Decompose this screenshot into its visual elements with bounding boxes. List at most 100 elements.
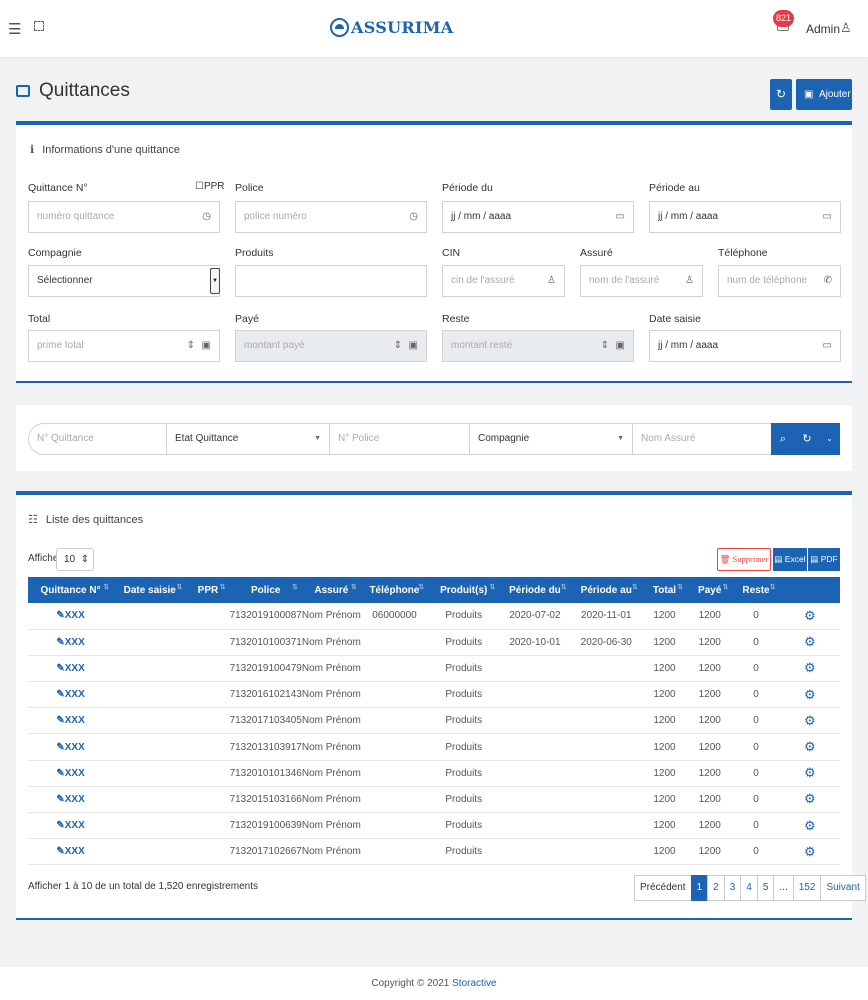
last-page-button[interactable]: 152 — [792, 875, 822, 901]
column-header[interactable]: Produit(s) ⇅ — [428, 577, 500, 603]
page-button[interactable]: 2 — [707, 875, 725, 901]
gear-icon[interactable]: ⚙ — [779, 707, 840, 735]
pdf-button[interactable]: ▤ PDF — [808, 548, 840, 571]
search-button[interactable]: ⌕ — [771, 423, 795, 455]
table-cell: 2020-06-30 — [570, 629, 642, 656]
page-button[interactable]: 3 — [723, 875, 742, 901]
ppr-checkbox[interactable]: ☐PPR — [195, 181, 225, 192]
quittance-link[interactable]: ✎XXX — [28, 655, 114, 683]
table-cell — [186, 760, 230, 787]
total-input[interactable]: prime total ⇕ ▣ — [28, 330, 220, 362]
column-header[interactable]: Date saisie ⇅ — [113, 577, 187, 603]
gear-icon[interactable]: ⚙ — [779, 655, 840, 683]
gear-icon[interactable]: ⚙ — [779, 733, 840, 761]
add-label: Ajouter — [819, 89, 851, 100]
next-page-button[interactable]: Suivant — [820, 875, 866, 901]
paye-input[interactable]: montant payé ⇕ ▣ — [235, 330, 427, 362]
periode-au-input[interactable]: jj / mm / aaaa ▭ — [649, 201, 841, 233]
page-length-select[interactable]: 10 ⇕ — [56, 548, 94, 571]
gear-icon[interactable]: ⚙ — [779, 681, 840, 709]
fullscreen-icon[interactable] — [34, 21, 44, 31]
table-cell — [499, 838, 571, 866]
police-input[interactable]: police numéro ◷ — [235, 201, 427, 233]
table-row: ✎XXX 7132019100639 Nom Prénom Produits 1200 1… — [28, 812, 840, 840]
quittance-link[interactable]: ✎XXX — [28, 733, 114, 761]
column-header[interactable]: Quittance N° ⇅ — [28, 577, 114, 603]
gear-icon[interactable]: ⚙ — [779, 786, 840, 814]
top-bar: ☰ ASSURIMA 821 Admin ♙ — [0, 0, 868, 57]
add-button[interactable]: ▣ Ajouter — [796, 79, 852, 110]
calendar-icon[interactable]: ▭ — [822, 340, 832, 351]
column-header[interactable]: Total ⇅ — [641, 577, 688, 603]
page-button[interactable]: 4 — [740, 875, 758, 901]
gear-icon[interactable]: ⚙ — [779, 603, 840, 630]
page-button[interactable]: 5 — [756, 875, 775, 901]
column-header[interactable]: PPR ⇅ — [186, 577, 230, 603]
column-header[interactable]: Téléphone ⇅ — [360, 577, 429, 603]
column-header[interactable]: Assuré ⇅ — [301, 577, 361, 603]
gear-icon[interactable]: ⚙ — [779, 760, 840, 787]
cell-value: 1200 — [653, 741, 676, 753]
cell-value: XXX — [64, 636, 85, 648]
quittance-placeholder: numéro quittance — [37, 211, 115, 222]
quittance-link[interactable]: ✎XXX — [28, 760, 114, 787]
column-header[interactable]: Reste ⇅ — [732, 577, 780, 603]
spinner-icon[interactable]: ⇕ — [600, 340, 609, 351]
spinner-icon[interactable]: ⇕ — [186, 340, 195, 351]
reset-button[interactable]: ↻ — [795, 423, 819, 455]
quittance-link[interactable]: ✎XXX — [28, 629, 114, 656]
quittance-link[interactable]: ✎XXX — [28, 812, 114, 840]
column-header[interactable]: Période au ⇅ — [570, 577, 642, 603]
quittance-link[interactable]: ✎XXX — [28, 838, 114, 866]
spinner-icon[interactable]: ⇕ — [393, 340, 402, 351]
page-ellipsis[interactable]: ... — [773, 875, 794, 901]
periode-du-input[interactable]: jj / mm / aaaa ▭ — [442, 201, 634, 233]
search-assure-input[interactable]: Nom Assuré — [632, 423, 772, 455]
assure-input[interactable]: nom de l'assuré ♙ — [580, 265, 703, 297]
expand-button[interactable]: ⌄ — [819, 423, 840, 455]
search-quittance-input[interactable]: N° Quittance — [28, 423, 167, 455]
column-header[interactable]: Payé ⇅ — [687, 577, 733, 603]
reste-input[interactable]: montant resté ⇕ ▣ — [442, 330, 634, 362]
column-header[interactable] — [779, 577, 840, 603]
column-header[interactable]: Police ⇅ — [229, 577, 302, 603]
gear-icon[interactable]: ⚙ — [779, 812, 840, 840]
produits-input[interactable] — [235, 265, 427, 297]
table-cell: 1200 — [641, 760, 688, 787]
excel-button[interactable]: ▤ Excel — [773, 548, 807, 571]
compagnie-filter-select[interactable]: Compagnie ▼ — [469, 423, 633, 455]
cin-input[interactable]: cin de l'assuré ♙ — [442, 265, 565, 297]
etat-select[interactable]: Etat Quittance ▼ — [166, 423, 330, 455]
refresh-button[interactable]: ↻ — [770, 79, 792, 110]
quittance-link[interactable]: ✎XXX — [28, 707, 114, 735]
table-cell: Produits — [428, 838, 500, 866]
date-saisie-input[interactable]: jj / mm / aaaa ▭ — [649, 330, 841, 362]
gear-icon[interactable]: ⚙ — [779, 838, 840, 866]
compagnie-select[interactable]: Sélectionner ▼ — [28, 265, 220, 297]
calendar-icon[interactable]: ▭ — [615, 211, 625, 222]
chevron-down-icon: ▼ — [314, 435, 321, 442]
user-name[interactable]: Admin — [806, 22, 841, 36]
cell-value: 7132015103166 — [229, 793, 302, 805]
edit-icon: ✎ — [56, 715, 65, 727]
page-button[interactable]: 1 — [690, 875, 709, 901]
storactive-link[interactable]: Storactive — [452, 978, 497, 989]
prev-page-button[interactable]: Précédent — [634, 875, 692, 901]
menu-icon[interactable]: ☰ — [8, 21, 22, 38]
quittance-link[interactable]: ✎XXX — [28, 603, 114, 630]
telephone-input[interactable]: num de téléphone ✆ — [718, 265, 841, 297]
chevron-down-icon[interactable]: ▼ — [210, 268, 220, 294]
quittance-input[interactable]: numéro quittance ◷ — [28, 201, 220, 233]
gear-icon[interactable]: ⚙ — [779, 629, 840, 656]
quittance-link[interactable]: ✎XXX — [28, 786, 114, 814]
quittance-link[interactable]: ✎XXX — [28, 681, 114, 709]
money-icon: ▣ — [201, 340, 211, 351]
search-police-input[interactable]: N° Police — [329, 423, 470, 455]
calendar-icon[interactable]: ▭ — [822, 211, 832, 222]
table-cell — [113, 655, 187, 683]
cell-value: 0 — [753, 741, 759, 753]
delete-button[interactable]: 🗑 Supprimer — [717, 548, 771, 571]
user-icon[interactable]: ♙ — [840, 20, 852, 35]
column-header[interactable]: Période du ⇅ — [499, 577, 571, 603]
cell-value: Produits — [445, 741, 483, 753]
